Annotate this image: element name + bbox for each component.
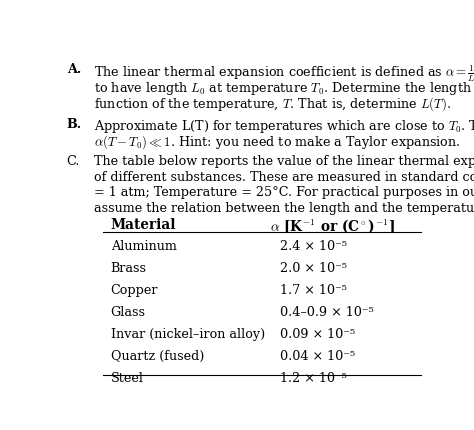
Text: 0.4–0.9 × 10⁻⁵: 0.4–0.9 × 10⁻⁵ <box>280 305 374 318</box>
Text: Material: Material <box>110 217 176 231</box>
Text: A.: A. <box>66 63 81 76</box>
Text: 2.0 × 10⁻⁵: 2.0 × 10⁻⁵ <box>280 261 346 274</box>
Text: assume the relation between the length and the temperature to be linear?: assume the relation between the length a… <box>94 202 474 215</box>
Text: = 1 atm; Temperature = 25°C. For practical purposes in our daily life, can you: = 1 atm; Temperature = 25°C. For practic… <box>94 186 474 199</box>
Text: $\alpha(T - T_0) \ll 1$. Hint: you need to make a Taylor expansion.: $\alpha(T - T_0) \ll 1$. Hint: you need … <box>94 133 461 151</box>
Text: Quartz (fused): Quartz (fused) <box>110 349 204 362</box>
Text: Steel: Steel <box>110 371 144 384</box>
Text: Copper: Copper <box>110 283 158 296</box>
Text: of different substances. These are measured in standard conditions, pressure: of different substances. These are measu… <box>94 170 474 184</box>
Text: Approximate L(T) for temperatures which are close to $T_0$. That is, in the limi: Approximate L(T) for temperatures which … <box>94 118 474 135</box>
Text: C.: C. <box>66 155 80 168</box>
Text: 1.2 × 10⁻⁵: 1.2 × 10⁻⁵ <box>280 371 346 384</box>
Text: 2.4 × 10⁻⁵: 2.4 × 10⁻⁵ <box>280 240 346 253</box>
Text: Glass: Glass <box>110 305 146 318</box>
Text: to have length $L_0$ at temperature $T_0$. Determine the length of the bar as a: to have length $L_0$ at temperature $T_0… <box>94 80 474 96</box>
Text: 0.09 × 10⁻⁵: 0.09 × 10⁻⁵ <box>280 327 355 340</box>
Text: $\alpha$ [K$^{-1}$ or (C$^\circ$)$^{-1}$]: $\alpha$ [K$^{-1}$ or (C$^\circ$)$^{-1}$… <box>271 217 395 235</box>
Text: Aluminum: Aluminum <box>110 240 176 253</box>
Text: function of the temperature, $T$. That is, determine $L(T)$.: function of the temperature, $T$. That i… <box>94 95 451 113</box>
Text: B.: B. <box>66 118 82 131</box>
Text: The linear thermal expansion coefficient is defined as $\alpha = \frac{1}{L}\fra: The linear thermal expansion coefficient… <box>94 63 474 84</box>
Text: Brass: Brass <box>110 261 146 274</box>
Text: The table below reports the value of the linear thermal expansion coefficients: The table below reports the value of the… <box>94 155 474 168</box>
Text: 0.04 × 10⁻⁵: 0.04 × 10⁻⁵ <box>280 349 355 362</box>
Text: 1.7 × 10⁻⁵: 1.7 × 10⁻⁵ <box>280 283 346 296</box>
Text: Invar (nickel–iron alloy): Invar (nickel–iron alloy) <box>110 327 265 340</box>
